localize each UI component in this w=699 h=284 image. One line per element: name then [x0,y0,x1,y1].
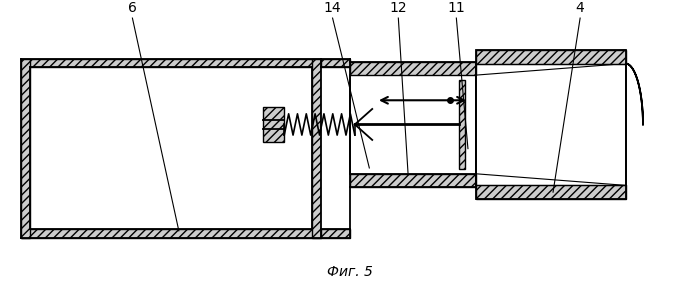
Bar [30,67,312,229]
Bar [476,50,626,64]
Bar [21,59,30,238]
Bar [350,62,476,187]
Bar [321,229,350,238]
Text: 12: 12 [389,1,407,15]
Bar [312,59,321,238]
Text: 6: 6 [128,1,137,15]
Bar [476,185,626,199]
Text: 11: 11 [447,1,466,15]
Bar [350,75,476,174]
Bar [459,80,465,169]
Bar [321,59,350,67]
Text: 4: 4 [576,1,584,15]
Bar [476,64,626,185]
Text: 14: 14 [324,1,341,15]
Bar [476,50,626,199]
Bar [350,62,476,75]
Text: Фиг. 5: Фиг. 5 [327,265,373,279]
Bar [21,59,321,67]
Bar [350,174,476,187]
Bar [21,229,321,238]
Bar [263,107,284,142]
Bar [321,67,350,229]
